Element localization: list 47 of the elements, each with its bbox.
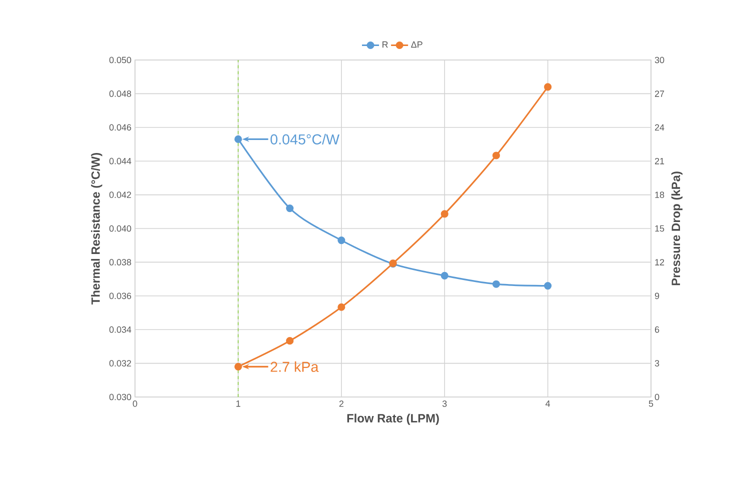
y-tick-label: 0.034 xyxy=(109,326,132,333)
y2-tick-label: 9 xyxy=(654,292,660,300)
x-tick-label: 5 xyxy=(648,400,654,407)
y-tick-label: 0.036 xyxy=(109,292,132,300)
point xyxy=(286,337,294,345)
y2-tick-label: 30 xyxy=(654,56,664,64)
x-tick-label: 1 xyxy=(236,400,240,407)
y-tick-label: 0.050 xyxy=(109,56,132,64)
x-tick-label: 3 xyxy=(442,400,447,407)
y-tick-label: 0.040 xyxy=(109,225,132,232)
y2-tick-label: 21 xyxy=(654,158,664,164)
legend-label: R xyxy=(382,41,388,48)
annotation: 0.045°C/W xyxy=(270,134,340,144)
point xyxy=(440,210,448,218)
x-axis-title: Flow Rate (LPM) xyxy=(347,414,439,425)
y2-tick-label: 18 xyxy=(655,192,664,198)
x-tick-label: 4 xyxy=(546,400,550,407)
y-tick-label: 0.038 xyxy=(109,259,132,266)
y-tick-label: 0.046 xyxy=(109,124,132,131)
x-tick-label: 0 xyxy=(132,400,138,407)
y2-tick-label: 12 xyxy=(655,259,664,266)
point xyxy=(544,282,552,290)
legend-label: ΔP xyxy=(411,41,422,48)
y2-tick-label: 6 xyxy=(654,326,660,333)
y2-tick-label: 0 xyxy=(654,394,660,400)
point xyxy=(286,204,294,212)
point xyxy=(338,236,346,244)
point xyxy=(492,280,500,288)
point xyxy=(338,303,346,311)
point xyxy=(234,135,242,143)
point xyxy=(544,83,552,91)
y-tick-label: 0.044 xyxy=(109,158,132,164)
y-axis-title: Thermal Resistance (°C/W) xyxy=(91,152,102,304)
y2-tick-label: 24 xyxy=(654,124,664,131)
point xyxy=(440,272,448,280)
x-tick-label: 2 xyxy=(339,400,344,407)
y2-axis-title: Pressure Drop (kPa) xyxy=(671,172,682,286)
point xyxy=(492,152,500,160)
annotation: 2.7 kPa xyxy=(270,361,319,372)
y2-tick-label: 15 xyxy=(655,225,664,232)
y-tick-label: 0.030 xyxy=(109,394,132,400)
point xyxy=(234,362,242,370)
y-tick-label: 0.042 xyxy=(109,192,132,198)
y2-tick-label: 27 xyxy=(654,90,664,97)
y-tick-label: 0.048 xyxy=(109,90,132,97)
y2-tick-label: 3 xyxy=(654,360,660,366)
y-tick-label: 0.032 xyxy=(109,360,132,366)
